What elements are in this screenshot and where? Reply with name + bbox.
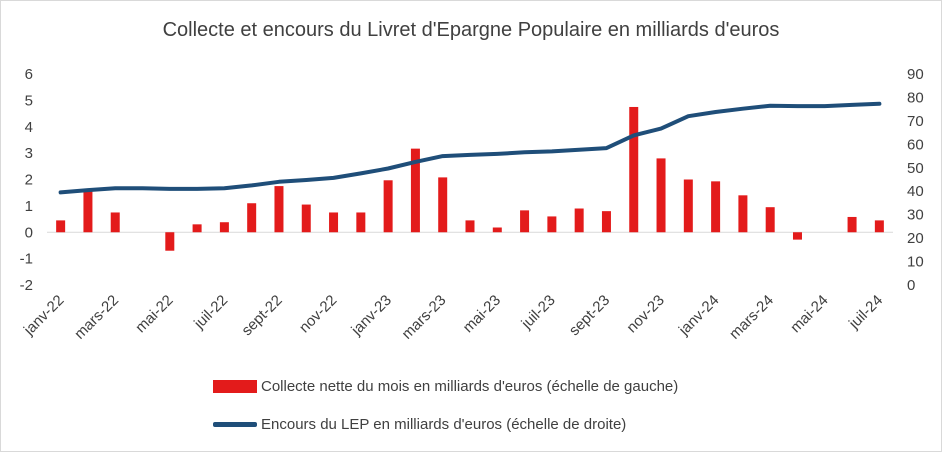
bar-déc-23 — [683, 179, 693, 233]
x-tick-label: mars-22 — [71, 292, 122, 343]
right-tick-label: 70 — [907, 113, 924, 130]
left-tick-label: 2 — [25, 172, 33, 189]
right-tick-label: 90 — [907, 66, 924, 83]
bar-avr-24 — [792, 232, 802, 240]
left-tick-label: 5 — [25, 92, 33, 109]
bar-sept-22 — [274, 186, 284, 233]
right-axis: 0 10 20 30 40 50 60 70 80 90 — [907, 66, 924, 294]
left-tick-label: 3 — [25, 145, 33, 162]
bar-nov-22 — [329, 212, 339, 233]
left-tick-label: 1 — [25, 198, 33, 215]
x-tick-label: sept-22 — [238, 292, 285, 339]
legend-label-line: Encours du LEP en milliards d'euros (éch… — [261, 415, 627, 433]
x-tick-label: sept-23 — [566, 292, 613, 339]
bar-janv-22 — [56, 220, 66, 233]
bar-juil-23 — [547, 216, 557, 233]
left-tick-label: -1 — [20, 251, 33, 268]
legend-item-line: Encours du LEP en milliards d'euros (éch… — [213, 413, 626, 435]
right-tick-label: 10 — [907, 254, 924, 271]
bar-nov-23 — [656, 158, 666, 233]
left-tick-label: -2 — [20, 277, 33, 294]
right-tick-label: 40 — [907, 183, 924, 200]
x-tick-label: juil-22 — [190, 292, 231, 333]
bar-déc-22 — [356, 212, 366, 233]
x-axis: janv-22 mars-22 mai-22 juil-22 sept-22 nov-22… — [20, 292, 886, 343]
right-tick-label: 0 — [907, 277, 915, 294]
bar-mai-23 — [492, 227, 502, 233]
right-tick-label: 50 — [907, 160, 924, 177]
bar-févr-22 — [83, 191, 93, 233]
legend-bar-swatch — [213, 379, 257, 393]
bar-mars-23 — [438, 177, 448, 233]
x-tick-label: mars-23 — [399, 292, 450, 343]
right-tick-label: 30 — [907, 207, 924, 224]
x-tick-label: janv-22 — [20, 292, 68, 340]
bar-oct-22 — [301, 204, 311, 233]
x-tick-label: nov-22 — [296, 292, 340, 336]
legend-line-swatch — [213, 421, 257, 427]
x-tick-label: mai-22 — [132, 292, 176, 336]
bar-févr-24 — [738, 195, 748, 233]
x-tick-label: mars-24 — [726, 292, 777, 343]
legend-label-bars: Collecte nette du mois en milliards d'eu… — [261, 377, 679, 395]
right-tick-label: 80 — [907, 89, 924, 106]
legend-item-bars: Collecte nette du mois en milliards d'eu… — [213, 375, 678, 397]
bar-janv-24 — [711, 181, 721, 233]
x-tick-label: janv-24 — [675, 292, 723, 340]
bar-janv-23 — [383, 180, 393, 233]
bar-juin-23 — [520, 210, 530, 233]
bar-août-23 — [574, 208, 584, 233]
bar-juin-24 — [847, 216, 857, 233]
x-tick-label: janv-23 — [347, 292, 395, 340]
bar-avr-23 — [465, 220, 475, 233]
x-tick-label: juil-24 — [845, 292, 886, 333]
bar-sept-23 — [601, 211, 611, 233]
x-tick-label: mai-24 — [787, 292, 831, 336]
bar-mai-22 — [165, 232, 175, 251]
encours-line — [58, 101, 882, 195]
left-tick-label: 0 — [25, 224, 33, 241]
right-tick-label: 60 — [907, 136, 924, 153]
left-tick-label: 4 — [25, 119, 33, 136]
bar-oct-23 — [629, 106, 639, 233]
x-tick-label: nov-23 — [623, 292, 667, 336]
bar-juil-24 — [874, 220, 884, 233]
bar-août-22 — [247, 203, 257, 233]
line-series — [58, 101, 882, 195]
bar-juil-22 — [219, 222, 229, 233]
chart-title: Collecte et encours du Livret d'Epargne … — [162, 19, 780, 41]
bar-mars-24 — [765, 207, 775, 233]
bar-juin-22 — [192, 224, 202, 233]
left-tick-label: 6 — [25, 66, 33, 83]
bar-series — [56, 106, 884, 251]
right-tick-label: 20 — [907, 230, 924, 247]
left-axis: -2 -1 0 1 2 3 4 5 6 — [20, 66, 33, 294]
x-tick-label: mai-23 — [460, 292, 504, 336]
bar-mars-22 — [110, 212, 120, 233]
bar-févr-23 — [410, 148, 420, 233]
x-tick-label: juil-23 — [518, 292, 559, 333]
